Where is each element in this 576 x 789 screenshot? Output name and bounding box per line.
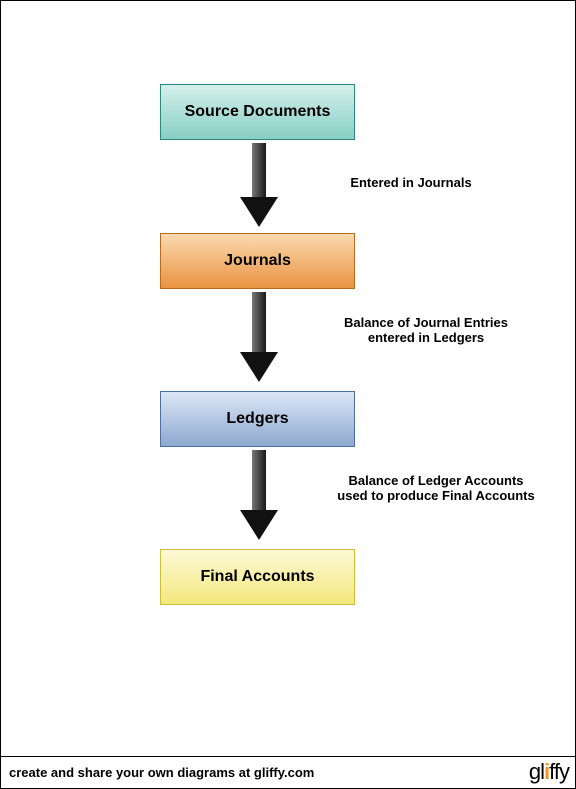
diagram-border: Source Documents Journals Ledgers Final Acc… [0,0,576,789]
node-source-documents: Source Documents [160,84,355,140]
arrow-head-icon [240,510,278,540]
footer-bar: create and share your own diagrams at gl… [1,756,576,788]
arrow-shaft [252,292,266,352]
arrow-head-icon [240,352,278,382]
arrow-head-icon [240,197,278,227]
edge-label-el3: Balance of Ledger Accounts used to produ… [301,473,571,503]
node-ledgers: Ledgers [160,391,355,447]
arrow-a2 [252,292,266,382]
arrow-a3 [252,450,266,540]
node-journals: Journals [160,233,355,289]
diagram-canvas: Source Documents Journals Ledgers Final Acc… [1,1,576,757]
arrow-shaft [252,450,266,510]
edge-label-el1: Entered in Journals [306,175,516,190]
arrow-shaft [252,143,266,197]
node-final-accounts: Final Accounts [160,549,355,605]
arrow-a1 [252,143,266,227]
gliffy-logo: gliffy [529,759,569,785]
footer-text: create and share your own diagrams at gl… [9,765,314,780]
edge-label-el2: Balance of Journal Entries entered in Le… [306,315,546,345]
